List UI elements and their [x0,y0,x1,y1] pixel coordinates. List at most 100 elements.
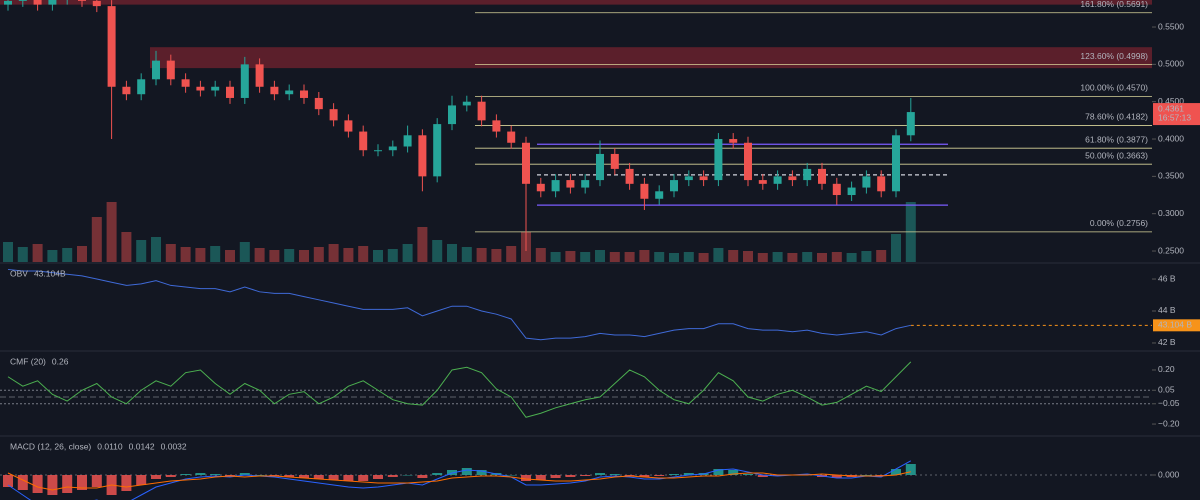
volume-bar [180,247,191,262]
candle-body [773,176,782,184]
histogram-bar [521,475,531,481]
candle-body [684,176,693,181]
price-label: 0.4361 [1158,103,1184,113]
candle-body [862,176,871,188]
candle-body [314,97,323,110]
candle-body [536,183,545,192]
histogram-bar [580,475,591,476]
candle-body [670,180,678,192]
fib-zone [0,0,1152,5]
candle-body [374,150,382,152]
volume-bar [387,249,398,262]
fib-label: 161.80% (0.5691) [1080,0,1148,9]
candle-body [4,0,12,5]
y-tick-label: 0.3000 [1158,208,1184,218]
candle-body [78,0,86,1]
volume-bar [358,246,369,262]
histogram-bar [565,475,576,477]
volume-bar [669,253,679,262]
candle-body [522,142,530,184]
candle-body [847,187,856,196]
volume-bar [698,253,709,262]
volume-bar [609,252,620,262]
histogram-bar [121,475,132,491]
candle-body [507,131,516,143]
legend-text: CMF (20) [10,356,46,366]
histogram-bar [461,468,472,475]
fib-label: 61.80% (0.3877) [1085,134,1148,144]
histogram-bar [861,475,872,476]
histogram-bar [62,475,73,493]
pane [0,460,1152,500]
volume-bar [757,253,768,262]
volume-bar [654,252,665,262]
y-tick-label: 42 B [1158,337,1176,347]
volume-bar [313,247,324,262]
histogram-bar [32,475,43,493]
y-tick-label: −0.05 [1158,398,1180,408]
candle-body [48,0,57,5]
candle-body [566,180,575,188]
candle-body [610,153,619,169]
legend-text: 0.0032 [161,441,187,451]
histogram-bar [905,464,916,475]
histogram-bar [683,473,694,475]
histogram-bar [476,470,487,475]
volume-bar [3,242,13,262]
volume-bar [846,253,857,262]
countdown: 16:57:13 [1158,112,1191,122]
histogram-bar [654,475,665,476]
volume-bar [447,244,457,262]
fib-label: 123.60% (0.4998) [1080,51,1148,61]
candle-body [477,101,486,121]
candle-body [462,101,471,106]
candle-body [832,183,841,196]
candle-body [433,124,442,177]
histogram-bar [47,475,58,495]
candle-body [152,60,160,80]
volume-bar [817,253,827,262]
volume-bar [891,234,901,262]
y-tick-label: 0.000 [1158,469,1180,479]
candle-body [418,135,427,177]
histogram-bar [136,475,147,485]
candle-body [166,60,175,80]
histogram-bar [195,473,206,475]
pane [7,268,1152,341]
legend-text: MACD (12, 26, close) [10,441,91,451]
y-tick-label: 0.5000 [1158,59,1184,69]
histogram-bar [3,475,13,487]
volume-bar [254,248,265,262]
histogram-bar [151,475,161,479]
candle-body [33,0,42,5]
volume-bar [165,244,176,262]
candle-body [329,109,338,121]
fib-label: 50.00% (0.3663) [1085,150,1148,160]
volume-bar [624,252,635,262]
histogram-bar [239,473,250,475]
candle-body [107,6,116,87]
fib-zone [150,47,1152,69]
candle-body [803,168,812,181]
candle-body [581,180,590,188]
candle-body [122,86,131,95]
candle-body [640,183,649,199]
histogram-bar [535,475,546,480]
volume-bar [683,252,694,262]
histogram-bar [595,473,605,475]
legend-text: 0.26 [52,356,69,366]
histogram-bar [506,475,517,476]
histogram-bar [891,469,901,475]
candle-body [906,112,915,136]
histogram-bar [210,474,221,475]
volume-bar [210,246,221,262]
volume-bar [239,242,250,262]
candle-body [344,120,353,132]
y-tick-label: 0.05 [1158,385,1175,395]
fib-label: 0.00% (0.2756) [1090,218,1148,228]
volume-bar [417,227,428,262]
volume-bar [595,250,605,262]
histogram-bar [757,475,768,477]
histogram-bar [609,474,620,475]
candle-body [551,180,560,192]
